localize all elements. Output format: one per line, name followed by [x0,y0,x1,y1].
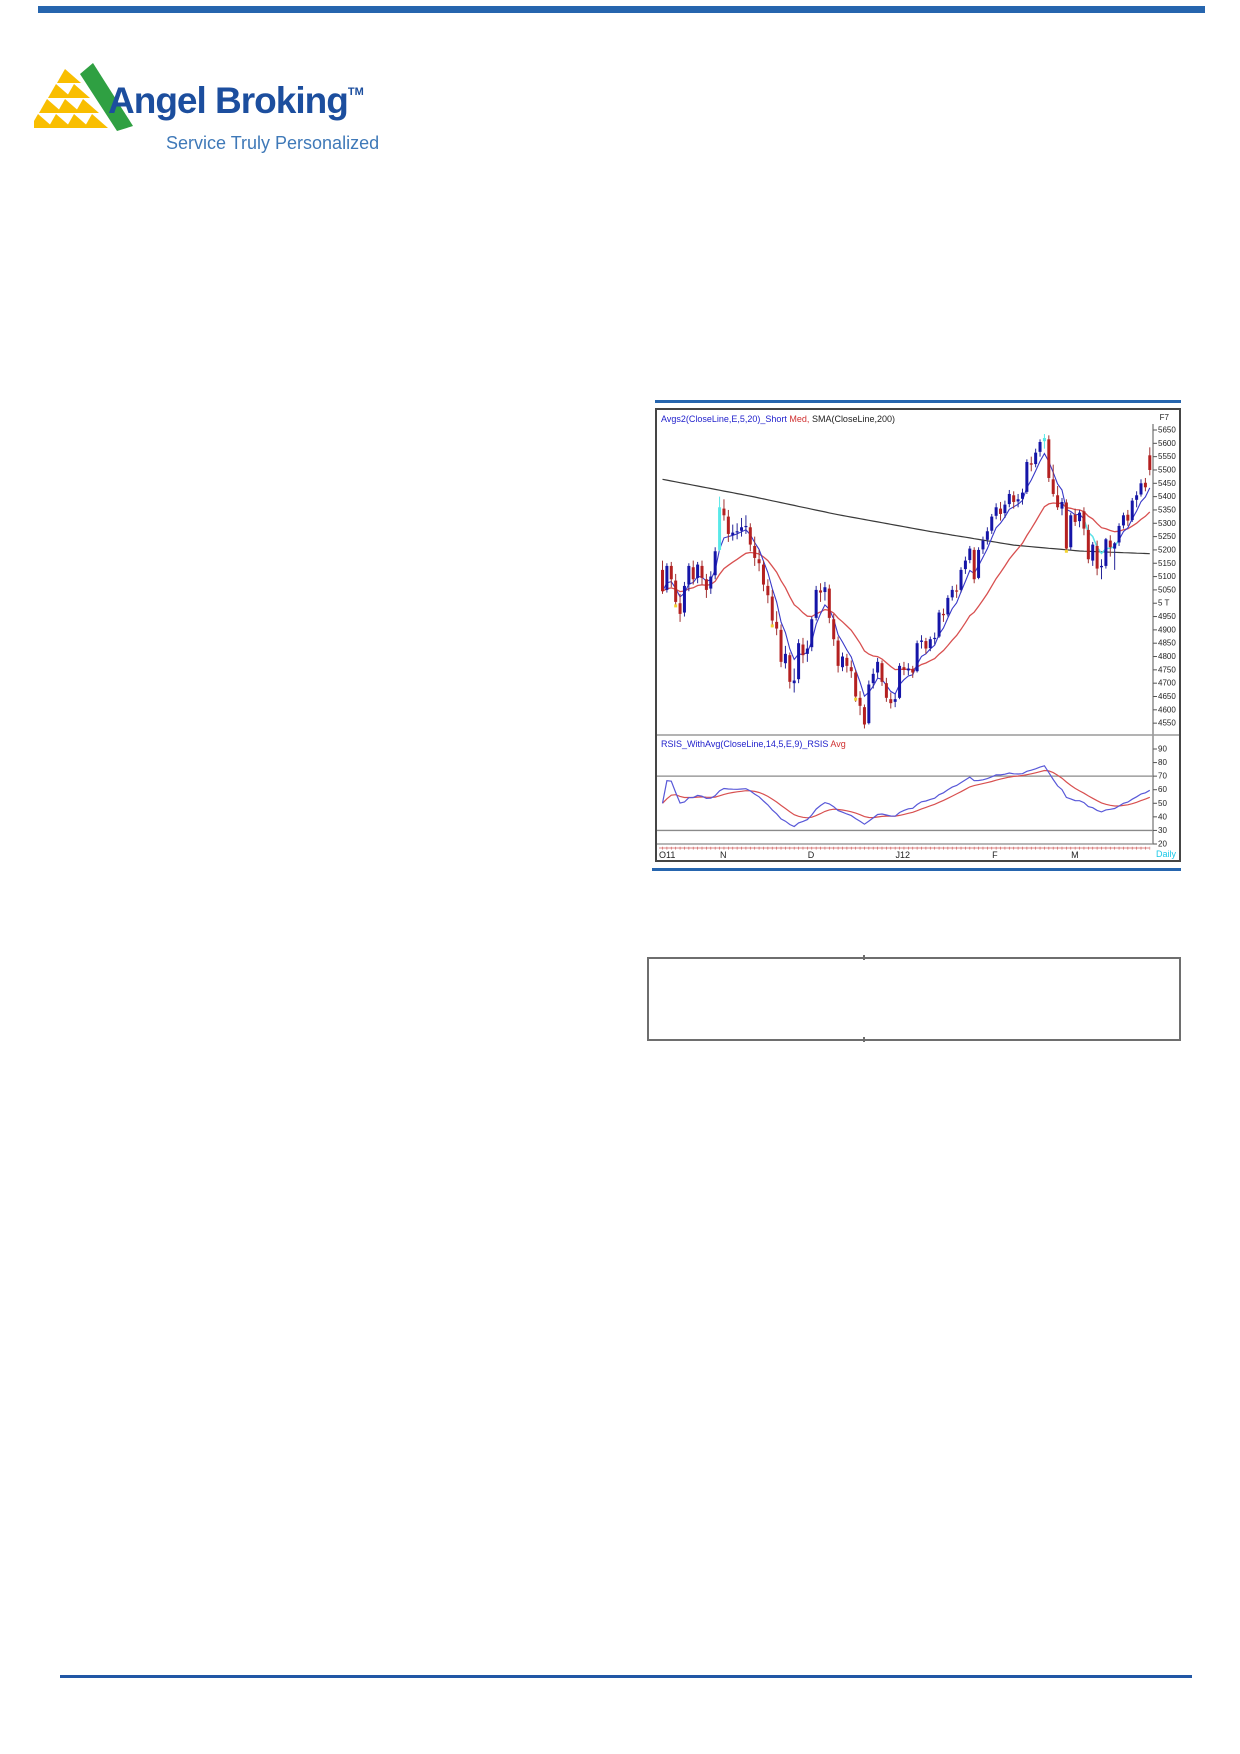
svg-text:F: F [992,850,998,860]
periodicity-label: Daily [1155,849,1176,859]
footer-rule [60,1675,1192,1678]
svg-text:4700: 4700 [1158,679,1176,688]
svg-text:5450: 5450 [1158,479,1176,488]
brand-tagline: Service Truly Personalized [166,133,380,153]
svg-text:50: 50 [1158,799,1167,808]
svg-text:5300: 5300 [1158,519,1176,528]
chart-corner-label: F7 [1159,413,1169,422]
svg-text:40: 40 [1158,812,1167,821]
svg-text:4550: 4550 [1158,719,1176,728]
svg-text:J12: J12 [896,850,911,860]
price-pane-legend: Avgs2(CloseLine,E,5,20)_Short Med, SMA(C… [661,414,895,424]
svg-text:5550: 5550 [1158,452,1176,461]
svg-text:20: 20 [1158,839,1167,848]
legend-rsi-avg: Avg [828,739,846,749]
rsi-pane-legend: RSIS_WithAvg(CloseLine,14,5,E,9)_RSIS Av… [661,739,846,749]
brand-logo [30,62,134,136]
svg-text:4650: 4650 [1158,692,1176,701]
notes-box [647,957,1181,1041]
svg-text:5650: 5650 [1158,426,1176,435]
svg-text:5350: 5350 [1158,505,1176,514]
svg-text:4600: 4600 [1158,705,1176,714]
svg-text:4850: 4850 [1158,639,1176,648]
svg-text:5500: 5500 [1158,465,1176,474]
svg-text:80: 80 [1158,758,1167,767]
svg-text:5400: 5400 [1158,492,1176,501]
legend-short-ema: Avgs2(CloseLine,E,5,20)_Short [661,414,787,424]
svg-text:4750: 4750 [1158,665,1176,674]
svg-text:4950: 4950 [1158,612,1176,621]
svg-text:5050: 5050 [1158,585,1176,594]
legend-med-ema: Med, [786,414,810,424]
candlestick-chart-svg: 5650 5600 5550 5500 5450 5400 5350 5300 5250 5200… [657,424,1179,860]
svg-text:5200: 5200 [1158,545,1176,554]
chart-bottom-rule [652,868,1181,871]
svg-text:O11: O11 [659,850,675,860]
notes-box-tick-bottom [863,1037,865,1042]
svg-text:60: 60 [1158,785,1167,794]
svg-text:N: N [720,850,727,860]
svg-text:5250: 5250 [1158,532,1176,541]
chart-frame: 5650 5600 5550 5500 5450 5400 5350 5300 5250 5200… [655,408,1181,862]
top-accent-bar [38,6,1205,13]
svg-text:M: M [1071,850,1079,860]
svg-text:D: D [808,850,815,860]
legend-rsi: RSIS_WithAvg(CloseLine,14,5,E,9)_RSIS [661,739,829,749]
brand-trademark: TM [347,86,364,98]
svg-text:30: 30 [1158,826,1167,835]
notes-box-tick-top [863,955,865,960]
svg-text:4900: 4900 [1158,625,1176,634]
svg-text:4800: 4800 [1158,652,1176,661]
chart-top-rule [655,400,1181,403]
svg-text:5150: 5150 [1158,559,1176,568]
logo-triangles-icon [30,63,133,131]
svg-text:5 T: 5 T [1158,599,1170,608]
brand-name: Angel BrokingTM [108,80,364,122]
svg-text:5600: 5600 [1158,439,1176,448]
svg-text:90: 90 [1158,745,1167,754]
svg-text:70: 70 [1158,772,1167,781]
svg-text:5100: 5100 [1158,572,1176,581]
legend-sma200: SMA(CloseLine,200) [809,414,895,424]
brand-wordmark: Angel Broking [108,80,349,121]
